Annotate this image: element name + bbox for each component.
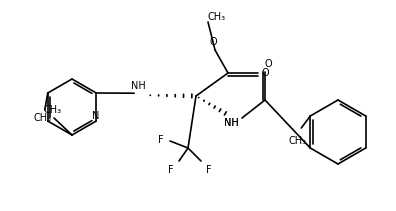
Text: O: O [264,59,272,69]
Text: CH₃: CH₃ [44,105,62,115]
Text: NH: NH [131,81,145,91]
Text: O: O [261,68,269,78]
Text: CH₃: CH₃ [208,12,226,22]
Text: F: F [206,165,212,175]
Text: CH₃: CH₃ [34,113,52,123]
Text: NH: NH [224,118,238,128]
Text: F: F [158,135,164,145]
Text: NH: NH [224,118,238,128]
Text: CH₃: CH₃ [288,136,307,146]
Text: N: N [91,111,99,121]
Text: O: O [209,37,217,47]
Text: F: F [168,165,174,175]
